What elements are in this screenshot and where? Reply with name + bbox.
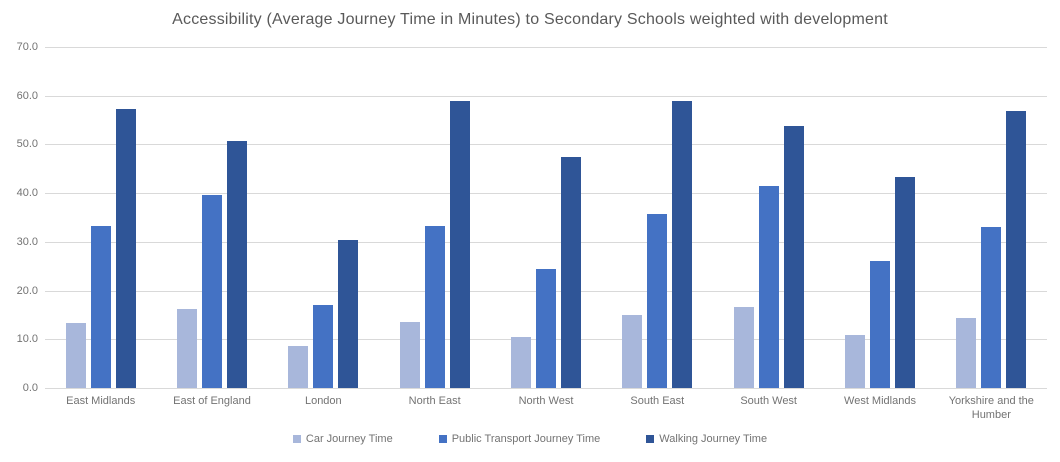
bar-group-east-midlands [45,47,156,388]
bar-group-yorkshire-and-the-humber [936,47,1047,388]
bar-public-transport-journey-time [201,194,222,388]
x-tick-label: East of England [173,395,251,407]
gridline [45,388,1047,389]
bar-public-transport-journey-time [981,226,1002,388]
plot-area [45,47,1047,389]
bar-walking-journey-time [894,176,915,388]
bar-walking-journey-time [560,156,581,388]
bar-public-transport-journey-time [869,260,890,388]
y-tick-label: 30.0 [16,235,38,248]
bar-car-journey-time [844,335,865,388]
bar-group-east-of-england [156,47,267,388]
bar-group-south-east [602,47,713,388]
bar-walking-journey-time [115,109,136,388]
x-tick-label: North East [408,395,461,407]
bar-car-journey-time [622,315,643,388]
legend-item-car-journey-time: Car Journey Time [292,433,393,445]
bar-walking-journey-time [783,125,804,388]
legend-swatch-icon [292,435,301,443]
bar-walking-journey-time [672,101,693,388]
bar-car-journey-time [399,321,420,388]
x-tick-label: East Midlands [66,395,136,407]
bar-car-journey-time [510,337,531,388]
bar-group-london [268,47,379,388]
y-tick-label: 0.0 [22,382,38,394]
bar-car-journey-time [65,323,86,388]
legend-item-walking-journey-time: Walking Journey Time [646,433,767,445]
legend-label: Car Journey Time [305,433,393,445]
x-tick-label: South West [740,395,797,407]
x-tick-label: Yorkshire and the Humber [948,395,1034,421]
bar-car-journey-time [733,306,754,388]
x-tick-label: North West [518,395,574,407]
bar-car-journey-time [288,346,309,388]
bar-public-transport-journey-time [647,213,668,388]
chart-title: Accessibility (Average Journey Time in M… [172,11,888,28]
legend-swatch-icon [438,435,447,443]
x-tick-label: London [304,395,342,407]
bar-walking-journey-time [226,141,247,388]
bar-group-north-east [379,47,490,388]
bar-walking-journey-time [1006,111,1027,388]
bar-group-north-west [490,47,601,388]
bar-car-journey-time [176,308,197,388]
legend: Car Journey Time Public Transport Journey… [0,433,1060,445]
gridline [45,241,1047,243]
gridline [45,144,1047,146]
bar-car-journey-time [956,317,977,388]
legend-swatch-icon [646,435,655,443]
gridline [45,95,1047,97]
bar-group-west-midlands [824,47,935,388]
gridline [45,193,1047,195]
x-tick-label: West Midlands [844,395,916,407]
y-tick-label: 60.0 [16,89,38,102]
y-tick-label: 10.0 [16,333,38,346]
y-tick-label: 50.0 [16,138,38,151]
legend-item-public-transport-journey-time: Public Transport Journey Time [438,433,601,445]
bar-group-south-west [713,47,824,388]
y-tick-label: 40.0 [16,187,38,200]
bar-public-transport-journey-time [424,225,445,388]
bar-walking-journey-time [338,239,359,388]
y-axis: 70.0 60.0 50.0 40.0 30.0 20.0 10.0 0.0 [0,41,38,394]
bar-public-transport-journey-time [758,185,779,388]
bar-public-transport-journey-time [90,225,111,388]
x-tick-label: South East [630,395,685,407]
legend-label: Walking Journey Time [659,433,768,445]
bar-public-transport-journey-time [313,304,334,388]
bar-walking-journey-time [449,100,470,388]
gridline [45,47,1047,48]
bar-public-transport-journey-time [535,268,556,388]
y-tick-label: 20.0 [16,284,38,297]
y-tick-label: 70.0 [16,41,38,53]
legend-label: Public Transport Journey Time [451,433,601,445]
